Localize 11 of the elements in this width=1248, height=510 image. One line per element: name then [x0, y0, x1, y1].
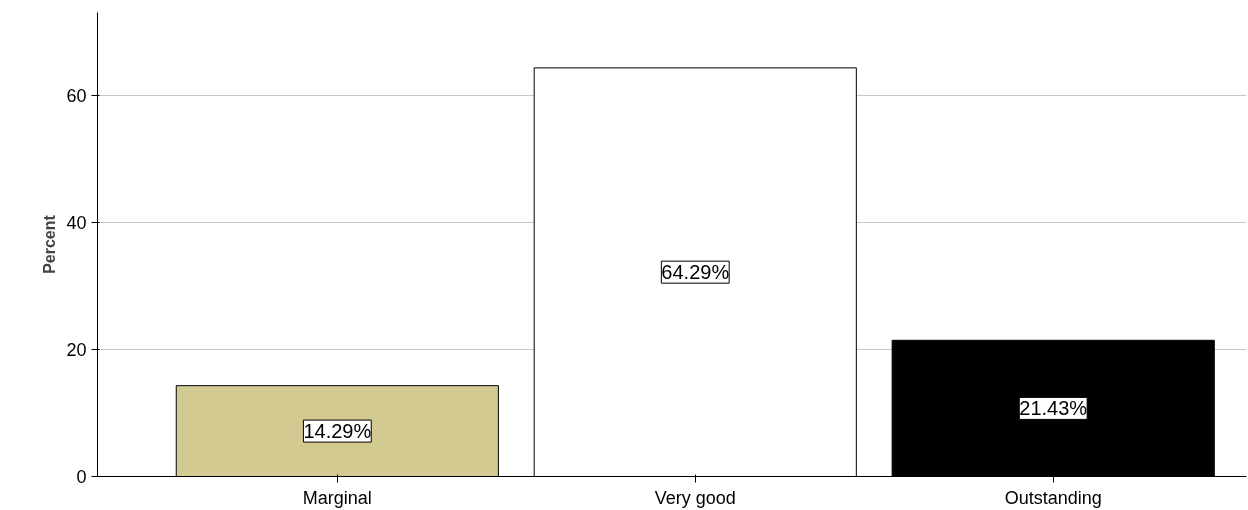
x-tick-label: Very good: [654, 487, 736, 508]
y-tick-label: 20: [66, 339, 87, 360]
y-axis-title: Percent: [41, 214, 59, 274]
data-label: 21.43%: [1019, 397, 1088, 420]
data-label: 14.29%: [303, 420, 372, 443]
x-tick-label: Outstanding: [1004, 487, 1102, 508]
y-tick-label: 40: [66, 212, 87, 233]
y-tick-label: 60: [66, 85, 87, 106]
data-label: 64.29%: [661, 261, 730, 284]
y-tick-label: 0: [76, 467, 87, 487]
x-tick-label: Marginal: [302, 487, 372, 508]
